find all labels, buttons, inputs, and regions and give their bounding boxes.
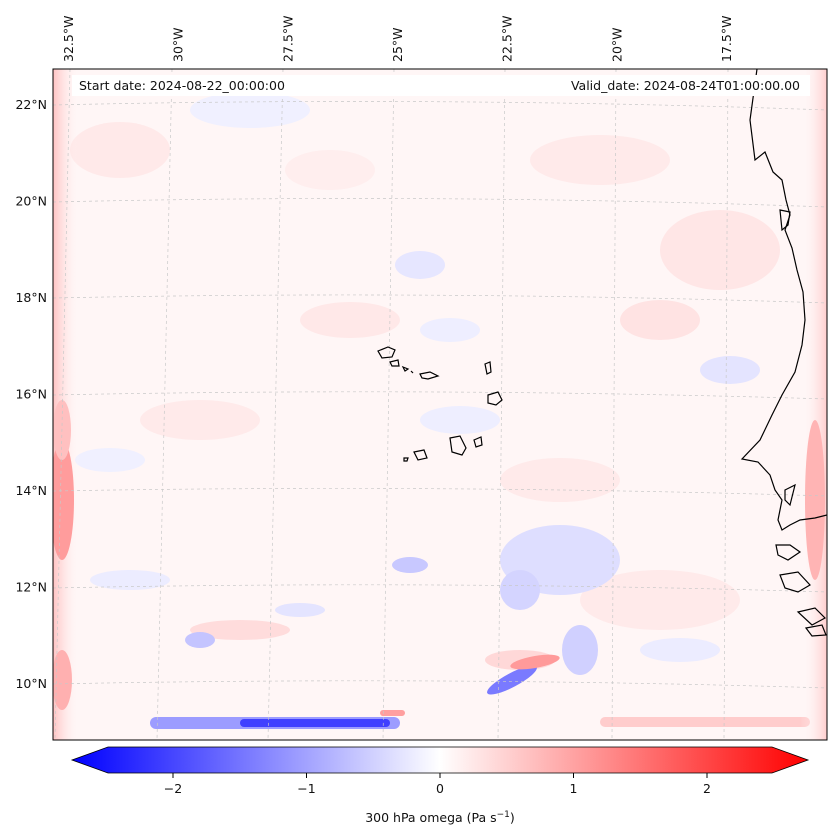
colorbar: −2 −1 0 1 2 300 hPa omega (Pa s−1) — [70, 746, 810, 825]
cape-verde-islands — [377, 346, 503, 462]
start-date-label: Start date: 2024-08-22_00:00:00 — [79, 78, 285, 93]
colorbar-tick-label: 2 — [703, 781, 711, 796]
lat-tick-label: 14°N — [15, 483, 47, 498]
colorbar-tick-label: 1 — [570, 781, 578, 796]
lon-tick-label: 32.5°W — [61, 16, 76, 62]
lat-tick-label: 16°N — [15, 387, 47, 402]
coastline — [740, 69, 827, 637]
colorbar-ticks: −2 −1 0 1 2 — [164, 773, 711, 796]
lon-tick-label: 20°W — [609, 27, 624, 62]
lat-tick-label: 10°N — [15, 676, 47, 691]
lat-tick-label: 12°N — [15, 580, 47, 595]
lat-tick-label: 22°N — [15, 97, 47, 112]
valid-date-label: Valid_date: 2024-08-24T01:00:00.00 — [571, 78, 800, 93]
map-frame — [52, 68, 828, 741]
colorbar-tick-label: 0 — [436, 781, 444, 796]
lat-tick-label: 20°N — [15, 194, 47, 209]
lon-tick-label: 22.5°W — [500, 16, 515, 62]
lon-tick-label: 25°W — [390, 27, 405, 62]
lon-tick-label: 17.5°W — [719, 16, 734, 62]
lat-tick-label: 18°N — [15, 290, 47, 305]
lon-tick-label: 30°W — [171, 27, 186, 62]
colorbar-tick-label: −1 — [297, 781, 315, 796]
colorbar-title-sup: −1 — [497, 810, 510, 820]
colorbar-title: 300 hPa omega (Pa s−1) — [365, 810, 515, 825]
header-band — [72, 75, 810, 96]
gridlines — [53, 69, 827, 740]
longitude-labels: 32.5°W 30°W 27.5°W 25°W 22.5°W 20°W 17.5°W — [61, 16, 734, 62]
lon-tick-label: 27.5°W — [280, 16, 295, 62]
latitude-labels: 22°N 20°N 18°N 16°N 14°N 12°N 10°N — [15, 97, 47, 691]
colorbar-title-end: ) — [510, 810, 515, 825]
colorbar-title-main: 300 hPa omega (Pa s — [365, 810, 496, 825]
colorbar-tick-label: −2 — [164, 781, 182, 796]
colorbar-body — [70, 746, 810, 774]
omega-field — [53, 69, 827, 740]
